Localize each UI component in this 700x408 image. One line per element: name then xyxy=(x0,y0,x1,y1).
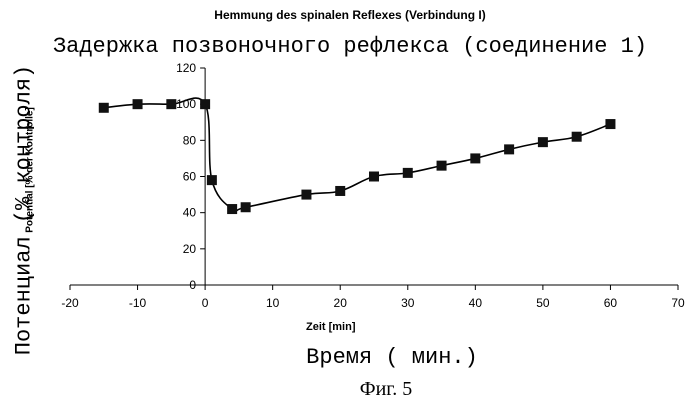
data-point xyxy=(99,103,109,113)
x-tick-label: -20 xyxy=(61,296,79,310)
data-point xyxy=(572,132,582,142)
y-tick-label: 60 xyxy=(183,170,197,184)
data-point xyxy=(504,144,514,154)
data-point xyxy=(403,168,413,178)
x-tick-label: 40 xyxy=(469,296,483,310)
data-point xyxy=(301,190,311,200)
y-tick-label: 100 xyxy=(176,97,196,111)
data-point xyxy=(470,153,480,163)
data-point xyxy=(437,161,447,171)
series-line xyxy=(104,98,611,211)
x-tick-label: 20 xyxy=(334,296,348,310)
data-point xyxy=(369,172,379,182)
data-point xyxy=(241,202,251,212)
x-tick-label: 10 xyxy=(266,296,280,310)
data-point xyxy=(200,99,210,109)
data-point xyxy=(335,186,345,196)
y-tick-label: 0 xyxy=(189,278,196,292)
y-tick-label: 120 xyxy=(176,61,196,75)
x-tick-label: 30 xyxy=(401,296,415,310)
y-tick-label: 20 xyxy=(183,242,197,256)
x-tick-label: -10 xyxy=(129,296,147,310)
data-point xyxy=(605,119,615,129)
y-tick-label: 80 xyxy=(183,133,197,147)
x-tick-label: 0 xyxy=(202,296,209,310)
data-point xyxy=(227,204,237,214)
y-tick-label: 40 xyxy=(183,206,197,220)
data-point xyxy=(133,99,143,109)
data-point xyxy=(166,99,176,109)
x-tick-label: 60 xyxy=(604,296,618,310)
x-tick-label: 50 xyxy=(536,296,550,310)
data-point xyxy=(538,137,548,147)
x-tick-label: 70 xyxy=(671,296,685,310)
data-point xyxy=(207,175,217,185)
